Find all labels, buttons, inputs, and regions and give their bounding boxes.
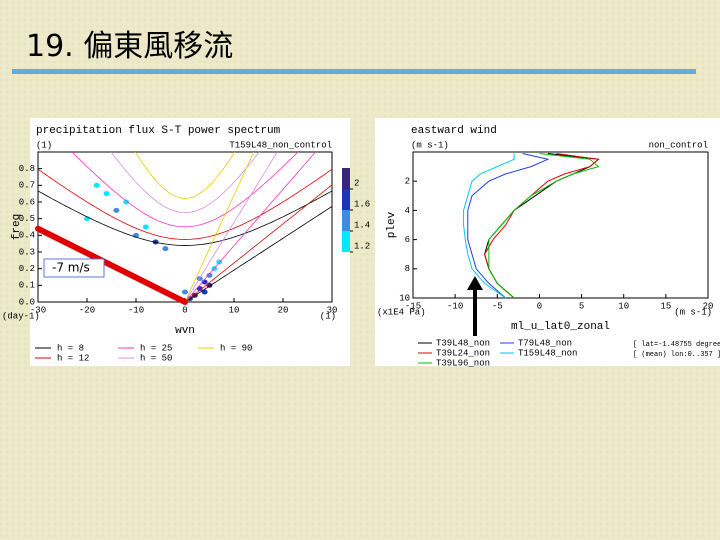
charts: -30 -20 -10 0 10 20 300.00.10.20.30.40.50.60.7…	[2, 125, 720, 368]
x-tick-label: -15	[405, 301, 421, 311]
y-tick-label: 0.4	[19, 231, 35, 241]
dispersion-curve	[184, 206, 332, 302]
x-tick-label: -10	[128, 305, 144, 315]
x-tick-label: -30	[30, 305, 46, 315]
dispersion-curve	[110, 152, 260, 214]
legend-label: T79L48_non	[518, 338, 572, 348]
colorbar-cell	[342, 168, 350, 189]
y-tick-label: 10	[399, 293, 410, 303]
y-tick-label: 0.6	[19, 197, 35, 207]
y-tick-label: 0.5	[19, 214, 35, 224]
colorbar-label: 1.6	[354, 199, 370, 209]
slide-title: 19. 偏東風移流	[26, 29, 233, 64]
x-tick-label: 30	[327, 305, 338, 315]
y-tick-label: 4	[405, 206, 410, 216]
colorbar-cell	[342, 210, 350, 231]
dispersion-curve	[184, 152, 316, 302]
dispersion-curve	[38, 168, 332, 240]
x-tick-label: 15	[660, 301, 671, 311]
legend-label: T39L96_non	[436, 358, 490, 368]
x-tick-label: -5	[492, 301, 503, 311]
colorbar-label: 1.2	[354, 241, 370, 251]
y-tick-label: 8	[405, 264, 410, 274]
x-tick-label: 20	[278, 305, 289, 315]
plot-frame	[412, 151, 709, 299]
profile-line	[488, 152, 600, 299]
legend-label: h = 50	[140, 353, 172, 363]
x-tick-label: 10	[618, 301, 629, 311]
x-unit: (m s-1)	[674, 307, 712, 317]
legend-label: h = 8	[57, 343, 84, 353]
dispersion-curve	[184, 152, 278, 302]
dispersion-curve	[71, 152, 299, 228]
profile-line	[463, 153, 515, 299]
legend-label: h = 25	[140, 343, 172, 353]
legend-label: T159L48_non	[518, 348, 577, 358]
annotation-box	[43, 258, 105, 278]
dispersion-curve	[184, 184, 332, 302]
run-label: non_control	[649, 140, 708, 150]
x-tick-label: -10	[447, 301, 463, 311]
power-cell	[93, 182, 100, 188]
y-tick-label: 6	[405, 235, 410, 245]
note: [ lat=-1.48755 degrees_	[633, 341, 720, 349]
plot-area	[38, 152, 332, 302]
dispersion-curve	[184, 152, 255, 302]
x-tick-label: 5	[579, 301, 584, 311]
y-unit: (day-1)	[2, 311, 40, 321]
y-tick-label: 0.7	[19, 181, 35, 191]
colorbar-label: 2	[354, 178, 359, 188]
y-axis-label: freq	[11, 214, 23, 240]
note: [ (mean) lon:0..357 ]	[633, 351, 720, 359]
run-label: T159L48_non_control	[229, 140, 332, 150]
y-axis-label: plev	[386, 211, 398, 238]
x-axis-label: ml_u_lat0_zonal	[511, 321, 610, 333]
power-cell	[182, 289, 188, 295]
legend-label: T39L24_non	[436, 348, 490, 358]
arrow-head	[467, 276, 483, 290]
x-axis-label: wvn	[175, 325, 195, 337]
power-cell	[142, 224, 149, 230]
y-tick-label: 0.3	[19, 247, 35, 257]
power-cell	[113, 207, 120, 213]
chart-title: eastward wind	[411, 125, 497, 137]
title-rule	[12, 69, 696, 74]
legend-label: T39L48_non	[436, 338, 490, 348]
annotation-line	[35, 225, 188, 305]
y-tick-label: 0.1	[19, 281, 35, 291]
figure-left	[30, 118, 350, 366]
y-tick-label: 0.2	[19, 264, 35, 274]
x-tick-label: 0	[537, 301, 542, 311]
x-unit: (1)	[320, 311, 336, 321]
colorbar-cell	[342, 189, 350, 210]
y-unit: (x1E4 Pa)	[377, 307, 426, 317]
power-cell	[103, 191, 110, 197]
x-tick-label: 0	[182, 305, 187, 315]
colorbar-label: 1.4	[354, 220, 370, 230]
legend-label: h = 12	[57, 353, 89, 363]
x-tick-label: 20	[703, 301, 714, 311]
x-tick-label: 10	[229, 305, 240, 315]
chart-subtitle: (m s-1)	[411, 140, 449, 150]
power-cell	[123, 199, 130, 205]
colorbar-cell	[342, 231, 350, 252]
power-cell	[162, 246, 169, 252]
x-tick-label: -20	[79, 305, 95, 315]
dispersion-curve	[38, 190, 332, 246]
profile-line	[467, 152, 550, 299]
chart-subtitle: (1)	[36, 140, 52, 150]
power-cell	[201, 289, 208, 295]
legend-label: h = 90	[220, 343, 252, 353]
chart-title: precipitation flux S-T power spectrum	[36, 125, 281, 137]
y-tick-label: 2	[405, 177, 410, 187]
annotation-label: -7 m/s	[52, 261, 90, 275]
dispersion-curve	[134, 152, 236, 199]
y-tick-label: 0.8	[19, 164, 35, 174]
y-tick-label: 0.0	[19, 297, 35, 307]
power-cell	[206, 272, 213, 278]
